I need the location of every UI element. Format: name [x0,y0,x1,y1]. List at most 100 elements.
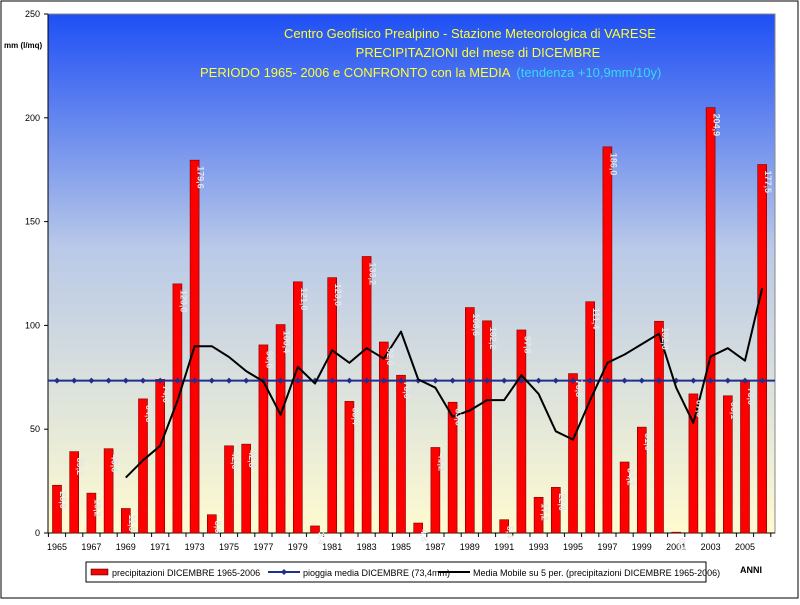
legend-box [85,561,707,583]
mean-line-marker [501,377,508,384]
bar [172,283,183,534]
bar-value-label: 42,0 [230,452,240,470]
y-tick-label: 150 [25,217,40,227]
mean-line-marker [243,377,250,384]
x-tick-label: 1975 [219,542,239,552]
bar [292,281,303,534]
moving-average-line [125,287,764,479]
bar [671,531,682,534]
bar-value-label: 120,0 [178,290,188,313]
mean-line-marker [140,377,146,384]
mean-line-marker [105,377,112,384]
bar-value-label: 11,8 [127,515,137,532]
bar-value-label: 40,6 [110,455,120,473]
x-tick-label: 1967 [81,542,101,552]
mean-line-marker [294,377,301,384]
y-axis-label: mm (l/mq) [4,41,43,50]
bar-value-label: 4,8 [419,529,429,542]
bar [482,320,492,534]
legend-swatch-bars [90,568,109,576]
bar-value-label: 121,0 [299,288,309,311]
mean-line-marker [346,377,353,384]
mean-line-marker [570,377,576,384]
bar [396,374,406,534]
mean-line-marker [398,377,404,384]
x-tick-label: 1999 [632,542,652,552]
bar-value-label: 97,8 [522,336,532,354]
bar-value-label: 6,4 [505,526,515,539]
y-tick-label: 50 [30,424,40,434]
bar [533,496,544,534]
bar-value-label: 3,4 [316,532,326,545]
bar [69,451,79,534]
mean-line-marker [690,377,697,384]
x-tick-label: 2003 [701,542,721,552]
mean-line-marker [449,377,456,384]
bar-value-label: 177,5 [763,171,773,194]
bar-value-label: 63,0 [454,408,464,426]
mean-line-marker [380,377,387,384]
bar [585,301,596,534]
bar-value-label: 108,6 [471,314,481,337]
mean-line-marker [191,377,198,384]
x-tick-label: 1983 [357,542,377,552]
bar [602,146,613,534]
bar [275,324,286,534]
bar-value-label: 17,2 [540,503,550,521]
mean-line-marker [587,377,594,384]
bar-value-label: 102,0 [660,327,670,350]
bar-value-label: 76,0 [402,381,412,399]
legend-label-bars: precipitazioni DICEMBRE 1965-2006 [112,568,260,578]
bar-value-label: 8,8 [213,521,223,534]
bar [430,447,441,534]
mean-line-marker [277,377,284,384]
mean-line-marker [329,377,336,384]
bar [224,445,234,534]
bar [464,307,475,534]
x-tick-label: 1977 [253,542,273,552]
mean-line-marker [484,377,490,384]
bar [310,525,320,534]
bar [636,426,647,534]
x-axis-label: ANNI [740,565,762,575]
bar [121,508,131,534]
mean-line-marker [656,377,662,384]
mean-line-marker [621,377,628,384]
bar-value-label: 39,2 [75,458,85,476]
trend-note: (tendenza +10,9mm/10y) [516,65,661,80]
bar [550,487,561,534]
chart-title-line-3: PERIODO 1965- 2006 e CONFRONTO con la ME… [200,65,661,80]
bar [361,256,372,534]
bar-value-label: 92,0 [385,348,395,366]
mean-line-marker [88,377,95,384]
bar-value-label: 111,4 [591,308,601,330]
mean-line-marker [638,377,645,384]
y-axis: 0 50 100 150 200 250 [25,9,49,538]
bar [654,320,664,534]
mean-line-marker [466,377,473,384]
x-tick-label: 1995 [563,542,583,552]
plot-area [47,13,776,534]
x-tick-label: 1991 [494,542,514,552]
bar [619,461,630,534]
chart-title-line-1: Centro Geofisico Prealpino - Stazione Me… [284,26,656,41]
x-tick-label: 1973 [185,542,205,552]
x-tick-label: 2005 [735,542,755,552]
bar-value-label: 66,1 [729,402,739,420]
x-tick-label: 1985 [391,542,411,552]
bar-value-label: 63,4 [350,407,360,425]
x-tick-label: 1993 [529,542,549,552]
bar [413,522,424,534]
mean-line-marker [54,377,60,384]
mean-line-marker [208,377,215,384]
bar-value-label: 41,2 [436,453,446,471]
bar-value-label: 90,6 [264,351,274,369]
mean-line-marker [742,377,748,384]
moving-average-series [125,287,764,479]
legend-marker-mean [281,569,287,575]
x-tick-label: 1997 [597,542,617,552]
mean-line-marker [604,377,611,384]
mean-line-marker [707,377,714,384]
bar-value-label: 179,6 [196,166,206,189]
